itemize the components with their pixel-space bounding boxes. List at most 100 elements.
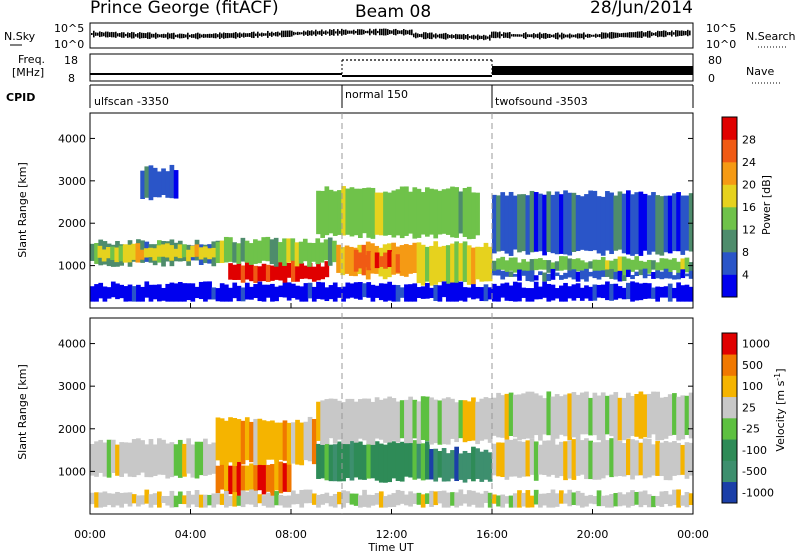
noise-sample: [415, 32, 417, 39]
velocity-cell: [186, 490, 191, 508]
power-cell: [533, 192, 539, 252]
noise-sample: [179, 33, 181, 39]
power-cell: [203, 281, 208, 302]
velocity-cell: [232, 492, 238, 507]
velocity-cell: [626, 492, 631, 508]
velocity-colorbar-frame: [721, 332, 738, 504]
velocity-cell: [546, 492, 552, 508]
power-cell: [383, 283, 388, 302]
power-panel: 1000 2000 3000 4000 Slant Range [km] 4 8 12 16…: [16, 112, 773, 309]
noise-sample: [519, 34, 521, 37]
noise-sample: [587, 33, 589, 38]
velocity-cell: [366, 494, 372, 508]
velocity-cell: [102, 442, 108, 477]
velocity-cell: [492, 443, 497, 476]
power-cell: [240, 237, 246, 262]
power-cell: [651, 260, 656, 270]
noise-sample: [279, 32, 281, 36]
noise-sample: [199, 33, 201, 39]
power-cell: [161, 287, 166, 301]
power-cell: [228, 237, 233, 262]
power-cell: [471, 192, 476, 239]
power-cell: [450, 186, 455, 238]
power-cell: [521, 287, 526, 298]
noise-sample: [625, 32, 627, 38]
x-tick-label: 16:00: [476, 528, 508, 541]
noise-sample: [315, 29, 317, 37]
power-cell: [286, 262, 292, 278]
power-cell: [642, 268, 648, 279]
velocity-cell: [303, 421, 309, 461]
velocity-cell: [554, 394, 560, 439]
velocity-cell: [634, 440, 640, 476]
velocity-cell: [295, 419, 300, 465]
power-cell: [517, 269, 522, 281]
velocity-cell: [504, 439, 510, 480]
noise-sample: [165, 34, 167, 38]
velocity-cell: [358, 441, 363, 480]
power-cell: [345, 282, 351, 299]
power-cell: [634, 192, 640, 255]
power-cell: [202, 246, 208, 258]
velocity-cell: [244, 491, 250, 505]
power-cell: [450, 243, 455, 285]
velocity-cell: [667, 494, 673, 507]
date-title: 28/Jun/2014: [590, 0, 693, 18]
power-cell: [563, 282, 568, 302]
velocity-cell: [600, 495, 606, 507]
power-cell: [638, 283, 644, 301]
power-cell: [395, 189, 401, 236]
noise-sample: [605, 32, 607, 39]
velocity-cell: [605, 495, 610, 508]
power-cell: [475, 286, 480, 299]
power-cell: [688, 262, 694, 274]
velocity-cell: [600, 438, 606, 479]
power-cell: [559, 275, 564, 280]
velocity-cell: [177, 439, 183, 478]
power-cell: [299, 286, 305, 302]
power-cell: [324, 261, 330, 278]
power-cell: [257, 240, 262, 264]
power-cell: [387, 250, 392, 268]
velocity-cell: [458, 489, 464, 506]
power-cell: [663, 258, 669, 275]
velocity-cell: [483, 490, 489, 503]
noise-sample: [341, 28, 343, 36]
noise-sample: [359, 29, 361, 35]
velocity-cell: [445, 492, 451, 508]
velocity-cell: [291, 490, 296, 505]
power-cell: [119, 284, 124, 299]
noise-sample: [573, 34, 575, 38]
noise-sample: [345, 29, 347, 35]
velocity-ylabel: Slant Range [km]: [16, 364, 29, 460]
velocity-cell: [416, 441, 422, 479]
noise-sample: [357, 29, 359, 36]
velocity-cell: [508, 439, 514, 477]
velocity-cell: [613, 439, 619, 477]
power-cell: [638, 269, 644, 276]
velocity-y-ticks: 1000 2000 3000 4000: [58, 338, 693, 478]
power-cell: [483, 284, 489, 302]
velocity-cell: [299, 422, 305, 466]
noise-sample: [103, 32, 105, 37]
velocity-cell: [270, 420, 275, 460]
power-colorbar-frame: [721, 116, 738, 298]
power-cell: [588, 190, 593, 252]
power-cell: [529, 190, 535, 253]
power-cell: [157, 284, 162, 302]
power-colorbar-swatch: [722, 139, 737, 163]
y-tick-label: 3000: [58, 175, 86, 188]
velocity-cell: [311, 493, 317, 505]
velocity-cell: [337, 491, 342, 505]
noise-sample: [571, 34, 573, 38]
power-cell: [94, 243, 99, 264]
power-cell: [282, 238, 287, 266]
noise-sample: [299, 32, 301, 35]
noise-sample: [533, 33, 535, 39]
velocity-cell: [621, 397, 627, 441]
noise-sample: [481, 35, 483, 40]
velocity-cell: [567, 393, 573, 440]
power-cell: [173, 283, 179, 302]
noise-sample: [227, 32, 229, 39]
noise-sample: [595, 33, 597, 38]
